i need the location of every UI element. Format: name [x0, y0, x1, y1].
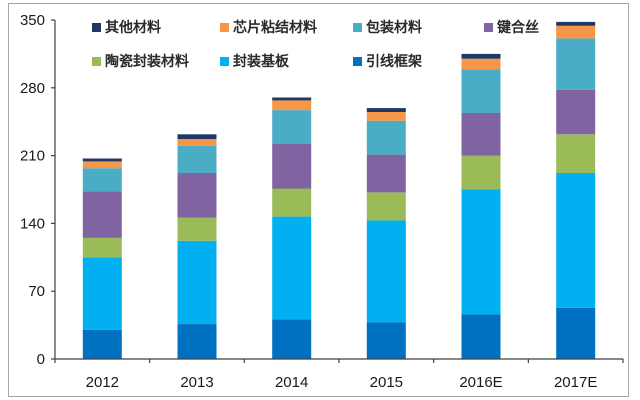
bar-segment	[461, 69, 501, 113]
bar-segment	[177, 145, 217, 173]
bar-segment	[366, 112, 406, 121]
legend-swatch-icon	[353, 22, 362, 32]
bar-segment	[366, 322, 406, 359]
y-tick-label: 280	[20, 80, 45, 97]
bar-segment	[82, 158, 122, 162]
bar-segment	[556, 25, 596, 39]
y-tick-label: 350	[20, 12, 45, 29]
chart-legend: 其他材料 芯片粘结材料 包装材料 键合丝 陶瓷封装材料 封装基板 引线框架	[0, 0, 640, 80]
bar-segment	[556, 173, 596, 308]
bar-segment	[461, 155, 501, 190]
legend-swatch-icon	[92, 22, 101, 32]
legend-label: 芯片粘结材料	[233, 20, 317, 36]
bar-segment	[272, 110, 312, 144]
y-tick-label: 210	[20, 148, 45, 165]
bar-segment	[82, 191, 122, 238]
legend-label: 引线框架	[366, 54, 422, 70]
bar-segment	[556, 38, 596, 90]
legend-label: 封装基板	[233, 54, 289, 70]
y-tick-label: 140	[20, 215, 45, 232]
legend-swatch-icon	[353, 56, 362, 66]
bar-segment	[366, 108, 406, 112]
x-tick-label: 2015	[370, 374, 403, 391]
bar-segment	[556, 89, 596, 135]
legend-label: 包装材料	[366, 20, 422, 36]
bar-segment	[272, 216, 312, 320]
legend-item-bonding-wire: 键合丝	[484, 17, 539, 37]
x-tick-label: 2013	[180, 374, 213, 391]
y-tick-label: 0	[37, 351, 45, 368]
legend-swatch-icon	[484, 22, 493, 32]
legend-item-die-attach: 芯片粘结材料	[220, 17, 317, 37]
bar-segment	[461, 314, 501, 359]
legend-label: 陶瓷封装材料	[105, 54, 189, 70]
bar-segment	[366, 220, 406, 323]
bar-segment	[177, 217, 217, 241]
legend-swatch-icon	[220, 56, 229, 66]
bar-segment	[82, 257, 122, 330]
bar-segment	[461, 113, 501, 156]
bar-segment	[272, 319, 312, 359]
bar-segment	[177, 139, 217, 146]
legend-item-other-materials: 其他材料	[92, 17, 161, 37]
bar-segment	[82, 329, 122, 359]
bar-segment	[177, 240, 217, 325]
bar-segment	[272, 144, 312, 189]
y-tick-label: 70	[28, 283, 45, 300]
bar-segment	[177, 324, 217, 359]
legend-swatch-icon	[220, 22, 229, 32]
bar-segment	[177, 173, 217, 218]
bar-segment	[272, 188, 312, 217]
bar-segment	[366, 120, 406, 155]
bar-segment	[366, 192, 406, 221]
bar-segment	[82, 161, 122, 169]
legend-label: 其他材料	[105, 20, 161, 36]
legend-item-packaging-materials: 包装材料	[353, 17, 422, 37]
legend-item-lead-frame: 引线框架	[353, 51, 422, 71]
bar-segment	[272, 97, 312, 101]
x-tick-label: 2012	[86, 374, 119, 391]
legend-swatch-icon	[92, 56, 101, 66]
x-tick-label: 2014	[275, 374, 308, 391]
bar-segment	[82, 237, 122, 258]
bar-segment	[82, 168, 122, 192]
bar-segment	[177, 134, 217, 140]
x-tick-label: 2016E	[459, 374, 502, 391]
x-tick-label: 2017E	[554, 374, 597, 391]
bar-segment	[272, 100, 312, 111]
bar-segment	[556, 21, 596, 26]
bar-segment	[556, 307, 596, 359]
bar-segment	[461, 58, 501, 70]
bar-segment	[461, 53, 501, 59]
bar-segment	[366, 154, 406, 193]
bar-segment	[461, 189, 501, 315]
legend-item-substrate: 封装基板	[220, 51, 289, 71]
bar-segment	[556, 134, 596, 173]
legend-label: 键合丝	[497, 20, 539, 36]
legend-item-ceramic-packaging: 陶瓷封装材料	[92, 51, 189, 71]
